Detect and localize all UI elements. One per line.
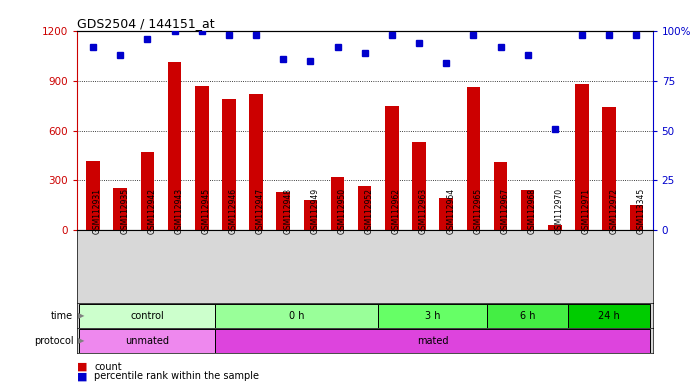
Bar xyxy=(80,304,215,328)
Bar xyxy=(304,200,317,230)
Bar xyxy=(466,87,480,230)
Bar xyxy=(487,304,568,328)
Bar xyxy=(331,177,344,230)
Text: GSM112964: GSM112964 xyxy=(446,188,455,234)
Bar xyxy=(215,329,650,353)
Bar xyxy=(378,304,487,328)
Bar xyxy=(568,304,650,328)
Text: GSM112945: GSM112945 xyxy=(202,188,211,234)
Text: GSM112949: GSM112949 xyxy=(311,188,320,234)
Bar xyxy=(575,84,589,230)
Text: GSM112942: GSM112942 xyxy=(147,188,156,234)
Text: 24 h: 24 h xyxy=(598,311,620,321)
Text: GDS2504 / 144151_at: GDS2504 / 144151_at xyxy=(77,17,214,30)
Text: count: count xyxy=(94,362,122,372)
Text: ▶: ▶ xyxy=(78,311,84,320)
Text: 0 h: 0 h xyxy=(289,311,304,321)
Text: GSM112963: GSM112963 xyxy=(419,188,428,234)
Bar xyxy=(440,198,453,230)
Text: GSM112950: GSM112950 xyxy=(338,188,346,234)
Bar xyxy=(195,86,209,230)
Text: time: time xyxy=(51,311,73,321)
Text: GSM112931: GSM112931 xyxy=(93,188,102,234)
Bar xyxy=(276,192,290,230)
Bar xyxy=(215,304,378,328)
Text: protocol: protocol xyxy=(34,336,73,346)
Bar xyxy=(413,142,426,230)
Text: ■: ■ xyxy=(77,371,87,381)
Bar xyxy=(80,329,215,353)
Text: GSM112952: GSM112952 xyxy=(365,188,373,234)
Text: GSM112935: GSM112935 xyxy=(120,188,129,234)
Bar xyxy=(87,161,100,230)
Bar xyxy=(548,225,562,230)
Text: mated: mated xyxy=(417,336,448,346)
Bar xyxy=(521,190,535,230)
Bar xyxy=(358,186,371,230)
Text: GSM112948: GSM112948 xyxy=(283,188,292,234)
Bar xyxy=(385,106,399,230)
Bar xyxy=(249,94,263,230)
Text: GSM112943: GSM112943 xyxy=(174,188,184,234)
Text: GSM112946: GSM112946 xyxy=(229,188,238,234)
Text: GSM112962: GSM112962 xyxy=(392,188,401,234)
Text: ■: ■ xyxy=(77,362,87,372)
Text: percentile rank within the sample: percentile rank within the sample xyxy=(94,371,259,381)
Text: 6 h: 6 h xyxy=(520,311,535,321)
Text: GSM112967: GSM112967 xyxy=(500,188,510,234)
Bar xyxy=(602,107,616,230)
Text: GSM113345: GSM113345 xyxy=(637,188,646,234)
Text: GSM112965: GSM112965 xyxy=(473,188,482,234)
Bar xyxy=(630,205,643,230)
Text: GSM112968: GSM112968 xyxy=(528,188,537,234)
Text: GSM112970: GSM112970 xyxy=(555,188,564,234)
Text: GSM112972: GSM112972 xyxy=(609,188,618,234)
Bar xyxy=(222,99,236,230)
Text: ▶: ▶ xyxy=(78,336,84,345)
Bar xyxy=(168,62,181,230)
Text: GSM112971: GSM112971 xyxy=(582,188,591,234)
Text: GSM112947: GSM112947 xyxy=(256,188,265,234)
Bar xyxy=(493,162,507,230)
Bar xyxy=(140,152,154,230)
Bar xyxy=(114,188,127,230)
Text: control: control xyxy=(131,311,164,321)
Text: unmated: unmated xyxy=(126,336,170,346)
Text: 3 h: 3 h xyxy=(425,311,440,321)
